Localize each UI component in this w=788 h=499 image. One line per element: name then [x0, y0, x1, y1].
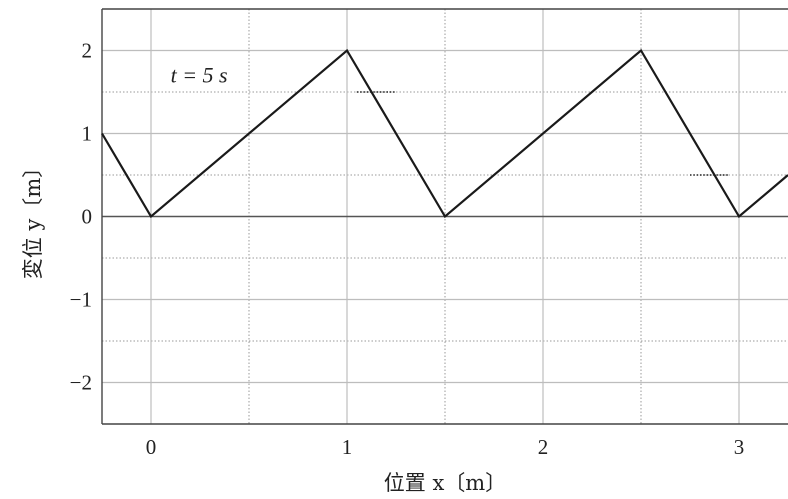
series-line [101, 48, 788, 219]
series [101, 48, 788, 219]
annotations: t = 5 s [171, 62, 730, 176]
y-tick-label: −2 [70, 371, 92, 395]
x-tick-label: 2 [538, 435, 549, 459]
x-axis-label: 位置 x〔m〕 [384, 471, 506, 495]
y-tick-label: 2 [82, 39, 93, 63]
x-tick-label: 0 [146, 435, 157, 459]
x-tick-label: 1 [342, 435, 353, 459]
time-annotation: t = 5 s [171, 62, 228, 87]
y-tick-label: −1 [70, 288, 92, 312]
y-axis-label: 変位 y〔m〕 [21, 157, 45, 279]
tick-labels: 0 1 2 3 2 1 0 −1 −2 [70, 39, 745, 460]
y-tick-label: 0 [82, 205, 93, 229]
y-tick-label: 1 [82, 122, 93, 146]
x-tick-label: 3 [734, 435, 745, 459]
